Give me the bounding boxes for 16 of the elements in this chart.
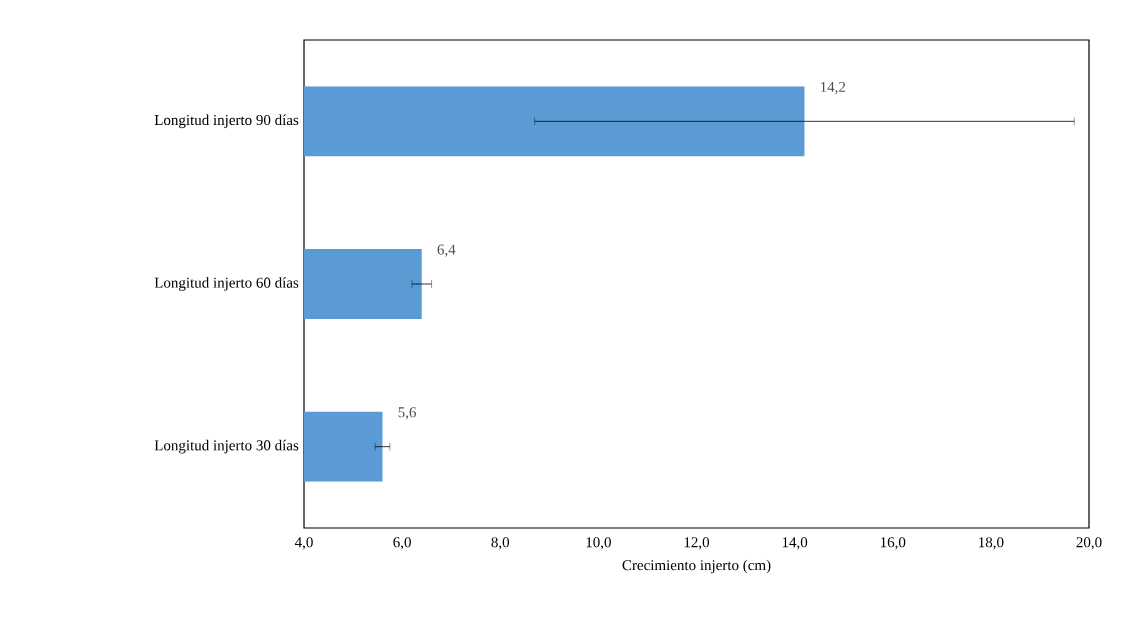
x-tick-label: 12,0: [684, 537, 710, 550]
data-label: 6,4: [437, 244, 456, 257]
data-label: 14,2: [820, 81, 846, 95]
x-axis-title: Crecimiento injerto (cm): [622, 559, 771, 574]
x-tick-label: 14,0: [782, 537, 808, 550]
x-tick-label: 10,0: [586, 537, 611, 550]
x-tick-label: 16,0: [880, 537, 906, 550]
x-tick-label: 18,0: [979, 537, 1004, 550]
x-tick-label: 8,0: [491, 537, 510, 550]
y-tick-label: Longitud injerto 30 días: [154, 439, 299, 454]
data-label: 5,6: [398, 407, 417, 420]
x-tick-label: 20,0: [1076, 537, 1102, 550]
x-tick-label: 6,0: [393, 537, 411, 550]
y-tick-label: Longitud injerto 90 días: [154, 114, 299, 129]
y-tick-label: Longitud injerto 60 días: [154, 277, 299, 291]
x-tick-label: 4,0: [294, 537, 313, 550]
